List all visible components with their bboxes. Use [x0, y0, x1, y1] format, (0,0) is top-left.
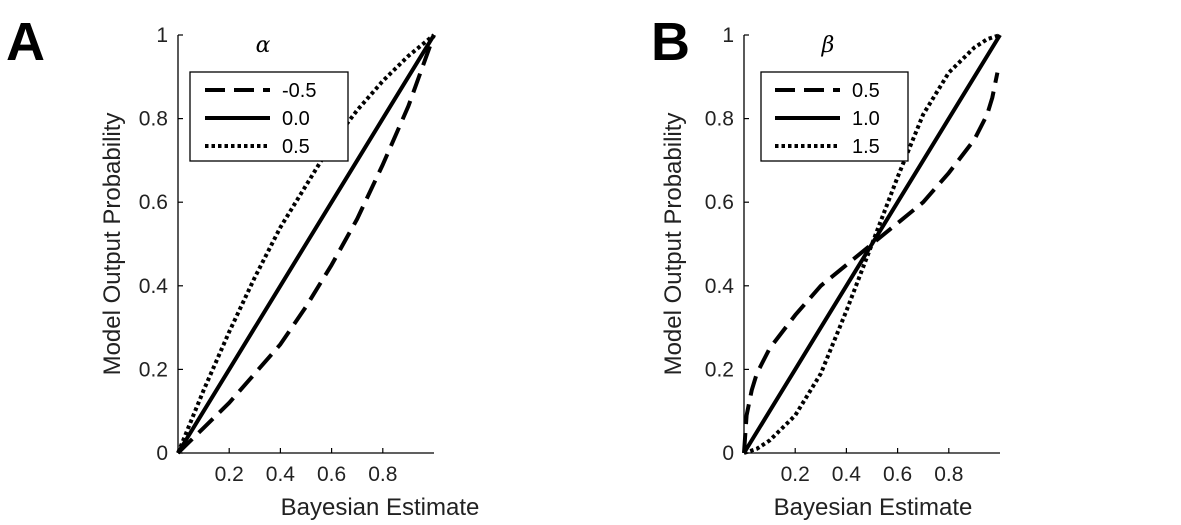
legend-label-b-2: 1.5 — [852, 136, 880, 158]
x-tick-label-b-1: 0.4 — [832, 463, 862, 486]
legend-a: α -0.5 0.0 0.5 — [189, 33, 349, 162]
y-tick-label-b-1: 0.2 — [705, 358, 734, 381]
x-axis-label-a: Bayesian Estimate — [281, 494, 480, 521]
legend-label-a-1: 0.0 — [282, 108, 310, 130]
legend-label-b-1: 1.0 — [852, 108, 880, 130]
plot-area-a: 0 0.2 0.4 0.6 0.8 1 0.2 0.4 0.6 0.8 — [139, 24, 436, 486]
legend-title-b: β — [821, 33, 835, 58]
panel-b-letter: B — [651, 12, 690, 72]
legend-label-a-2: 0.5 — [282, 136, 310, 158]
panel-a-letter: A — [6, 12, 45, 72]
x-tick-label-b-2: 0.6 — [883, 463, 912, 486]
x-tick-label-a-0: 0.2 — [215, 463, 244, 486]
legend-label-b-0: 0.5 — [852, 80, 880, 102]
plot-area-b: 0 0.2 0.4 0.6 0.8 1 0.2 0.4 0.6 0.8 — [705, 24, 1002, 486]
series-line-b-2 — [743, 33, 1001, 455]
x-tick-label-b-0: 0.2 — [781, 463, 810, 486]
y-tick-label-b-2: 0.4 — [705, 275, 735, 298]
y-tick-label-b-4: 0.8 — [705, 108, 734, 131]
y-tick-label-a-2: 0.4 — [139, 275, 169, 298]
x-tick-label-a-2: 0.6 — [317, 463, 346, 486]
y-axis-label-a: Model Output Probability — [99, 113, 126, 376]
panel-a: A 0 0.2 0.4 0.6 0.8 1 0.2 0.4 0.6 0.8 Bayesian Es… — [6, 12, 479, 521]
x-tick-label-b-3: 0.8 — [934, 463, 963, 486]
y-tick-label-a-4: 0.8 — [139, 108, 168, 131]
legend-label-a-0: -0.5 — [282, 80, 316, 102]
y-axis-label-b: Model Output Probability — [660, 113, 687, 376]
x-tick-label-a-1: 0.4 — [266, 463, 296, 486]
y-tick-label-a-1: 0.2 — [139, 358, 168, 381]
series-line-b-1 — [742, 33, 1002, 455]
series-line-b-0 — [742, 72, 1000, 454]
series-line-a-0 — [176, 34, 436, 455]
y-tick-label-a-5: 1 — [156, 24, 168, 47]
y-tick-label-a-0: 0 — [156, 442, 168, 465]
y-tick-label-b-0: 0 — [722, 442, 734, 465]
y-tick-label-a-3: 0.6 — [139, 191, 168, 214]
y-tick-label-b-3: 0.6 — [705, 191, 734, 214]
y-tick-label-b-5: 1 — [722, 24, 734, 47]
legend-title-a: α — [256, 33, 271, 58]
panel-b: B 0 0.2 0.4 0.6 0.8 1 0.2 0.4 0.6 0.8 Bayesian Es… — [651, 12, 1002, 521]
series-line-a-2 — [176, 33, 436, 454]
x-axis-label-b: Bayesian Estimate — [774, 494, 973, 521]
x-tick-label-a-3: 0.8 — [368, 463, 397, 486]
legend-b: β 0.5 1.0 1.5 — [760, 33, 909, 162]
series-line-a-1 — [176, 33, 436, 455]
